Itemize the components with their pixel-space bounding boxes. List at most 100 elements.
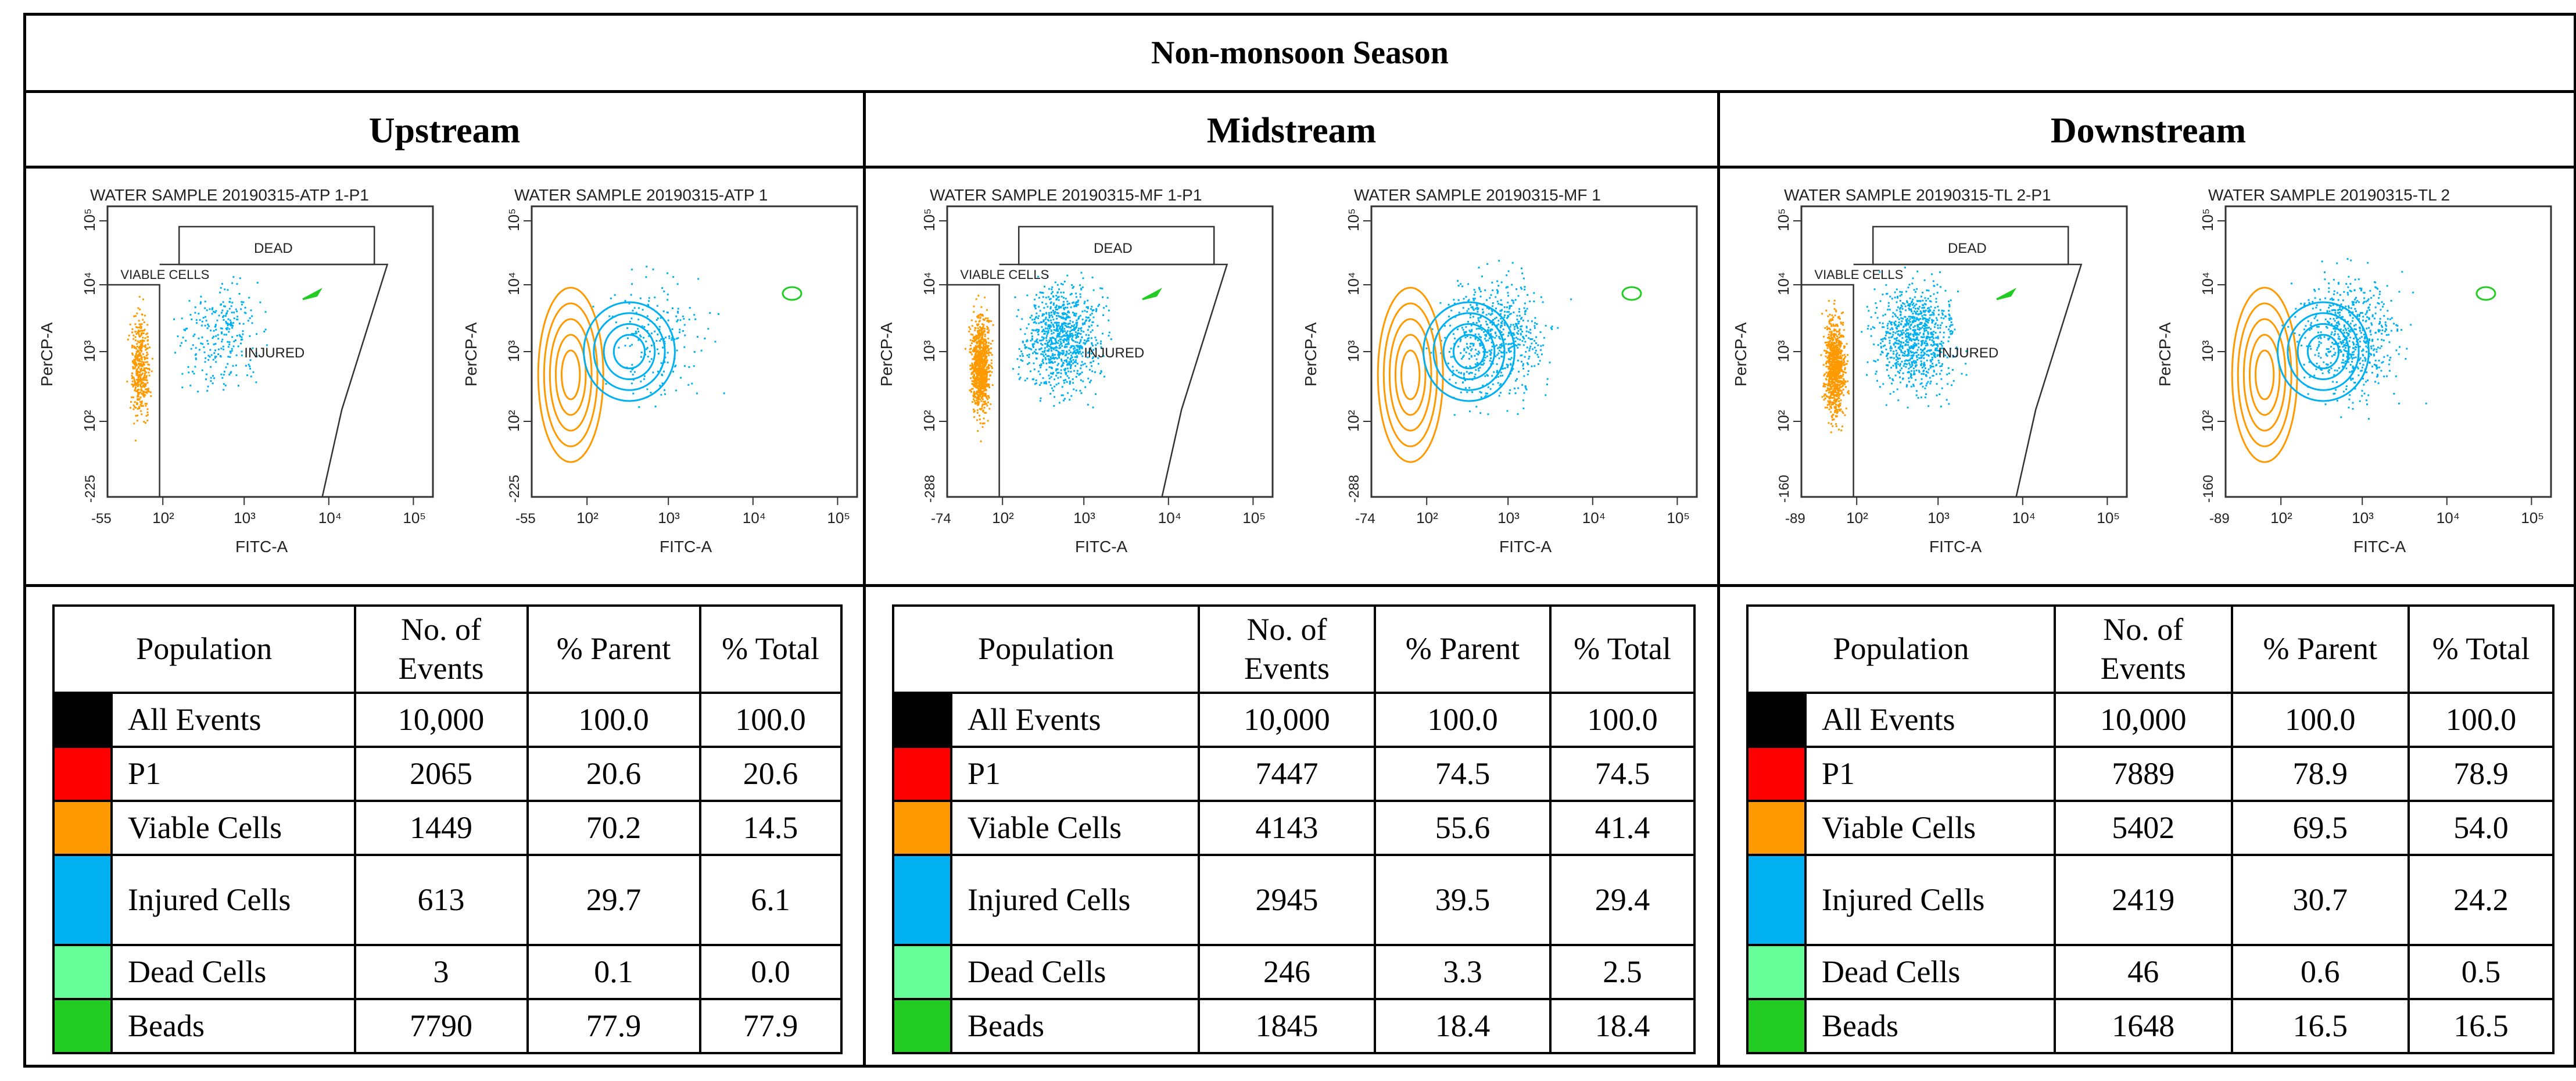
table-row: P1 7447 74.5 74.5	[892, 746, 1696, 802]
parent-cell: 39.5	[1373, 854, 1552, 946]
viable-contour	[1400, 349, 1421, 400]
y-tick-label: 10⁴	[1775, 272, 1792, 295]
y-tick-label: 10⁴	[2199, 272, 2216, 295]
x-tick-label: 10⁴	[743, 509, 766, 527]
injured-gate	[1853, 263, 2083, 497]
x-axis-label: FITC-A	[1499, 538, 1552, 556]
total-cell: 2.5	[1549, 944, 1696, 1000]
injured-gate-label: INJURED	[1084, 345, 1144, 361]
viable-contour	[2242, 318, 2287, 432]
viable-contour	[2248, 334, 2281, 416]
table-row: Viable Cells 4143 55.6 41.4	[892, 800, 1696, 856]
y-tick-label: 10⁵	[920, 208, 938, 231]
events-cell: 246	[1198, 944, 1376, 1000]
parent-cell: 20.6	[526, 746, 701, 802]
color-swatch	[892, 854, 952, 946]
total-cell: 29.4	[1549, 854, 1696, 946]
y-tick-label: 10⁵	[81, 208, 98, 231]
table-row: Dead Cells 246 3.3 2.5	[892, 944, 1696, 1000]
viable-contour	[2237, 302, 2292, 448]
total-cell: 100.0	[2407, 692, 2555, 748]
y-axis-label: PerCP-A	[1732, 322, 1750, 386]
viable-gate-label: VIABLE CELLS	[120, 267, 209, 282]
viable-contour	[1377, 287, 1444, 463]
viable-contour	[561, 349, 581, 400]
parent-cell: 70.2	[526, 800, 701, 856]
viable-contour	[1388, 318, 1432, 432]
dead-gate-label: DEAD	[254, 241, 293, 256]
events-cell: 613	[353, 854, 529, 946]
x-min-label: -55	[91, 511, 112, 527]
parent-cell: 3.3	[1373, 944, 1552, 1000]
events-cell: 5402	[2054, 800, 2233, 856]
flow-plots: WATER SAMPLE 20190315-MF 1-P1 FITC-A PerCP…	[866, 169, 1717, 587]
total-cell: 77.9	[698, 998, 843, 1054]
population-cell: P1	[950, 746, 1201, 802]
viable-gate-label: VIABLE CELLS	[960, 267, 1049, 282]
x-tick-label: 10⁵	[2097, 509, 2120, 527]
x-min-label: -74	[931, 511, 951, 527]
population-header: Population	[1746, 604, 2056, 694]
injured-cells-points	[1861, 266, 1968, 409]
injured-gate-label: INJURED	[1938, 345, 1998, 361]
x-tick-label: 10⁴	[1582, 509, 1606, 527]
y-tick-label: 10⁴	[1345, 272, 1362, 295]
dead-gate-label: DEAD	[1948, 241, 1987, 256]
viable-contour	[2231, 287, 2298, 463]
population-cell: Beads	[110, 998, 356, 1054]
table-row: All Events 10,000 100.0 100.0	[1746, 692, 2555, 748]
events-cell: 10,000	[353, 692, 529, 748]
events-cell: 7889	[2054, 746, 2233, 802]
plot-area	[2224, 205, 2552, 498]
viable-contour	[1394, 334, 1427, 416]
x-tick-label: 10²	[1416, 509, 1438, 527]
events-cell: 1449	[353, 800, 529, 856]
table-header-row: Population No. of Events% Parent% Total	[1746, 604, 2555, 694]
color-swatch	[892, 800, 952, 856]
y-tick-label: 10³	[505, 340, 522, 362]
population-cell: Viable Cells	[1804, 800, 2056, 856]
total-header: % Total	[2407, 604, 2555, 694]
injured-contour	[593, 312, 666, 391]
total-cell: 14.5	[698, 800, 843, 856]
plot-title: WATER SAMPLE 20190315-MF 1-P1	[930, 186, 1202, 204]
injured-cells-points	[2281, 258, 2427, 420]
x-axis-label: FITC-A	[1929, 538, 1982, 556]
x-axis-label: FITC-A	[1075, 538, 1128, 556]
column-title: Upstream	[368, 110, 521, 151]
population-cell: Dead Cells	[110, 944, 356, 1000]
y-axis-label: PerCP-A	[2156, 322, 2174, 386]
flow-plot-pair: WATER SAMPLE 20190315-MF 1-P1 FITC-A PerCP…	[877, 186, 1698, 556]
y-tick-label: 10⁴	[81, 272, 98, 295]
plot-title: WATER SAMPLE 20190315-ATP 1	[514, 186, 768, 204]
events-cell: 7447	[1198, 746, 1376, 802]
y-min-label: -160	[2201, 475, 2216, 503]
x-tick-label: 10³	[234, 509, 256, 527]
total-cell: 100.0	[698, 692, 843, 748]
y-axis-label: PerCP-A	[462, 322, 480, 386]
y-tick-label: 10²	[505, 410, 522, 432]
plot-title: WATER SAMPLE 20190315-TL 2-P1	[1784, 186, 2051, 204]
table-row: Dead Cells 46 0.6 0.5	[1746, 944, 2555, 1000]
x-tick-label: 10⁵	[1667, 509, 1690, 527]
gated-dot-plot: WATER SAMPLE 20190315-MF 1-P1 FITC-A PerCP…	[877, 186, 1274, 556]
divider	[23, 166, 2576, 169]
population-header: Population	[52, 604, 356, 694]
y-tick-label: 10²	[2199, 410, 2216, 432]
population-cell: Injured Cells	[1804, 854, 2056, 946]
y-tick-label: 10⁵	[1345, 208, 1362, 231]
events-cell: 46	[2054, 944, 2233, 1000]
parent-cell: 69.5	[2230, 800, 2410, 856]
table-row: Viable Cells 5402 69.5 54.0	[1746, 800, 2555, 856]
events-cell: 2419	[2054, 854, 2233, 946]
total-cell: 0.5	[2407, 944, 2555, 1000]
injured-contour	[612, 334, 646, 370]
color-swatch	[1746, 944, 1807, 1000]
population-cell: All Events	[950, 692, 1201, 748]
x-tick-label: 10²	[576, 509, 599, 527]
parent-cell: 55.6	[1373, 800, 1552, 856]
viable-contour	[549, 318, 593, 432]
column-title: Downstream	[2050, 110, 2247, 151]
events-header: No. of Events	[353, 604, 529, 694]
y-tick-label: 10³	[81, 340, 98, 362]
